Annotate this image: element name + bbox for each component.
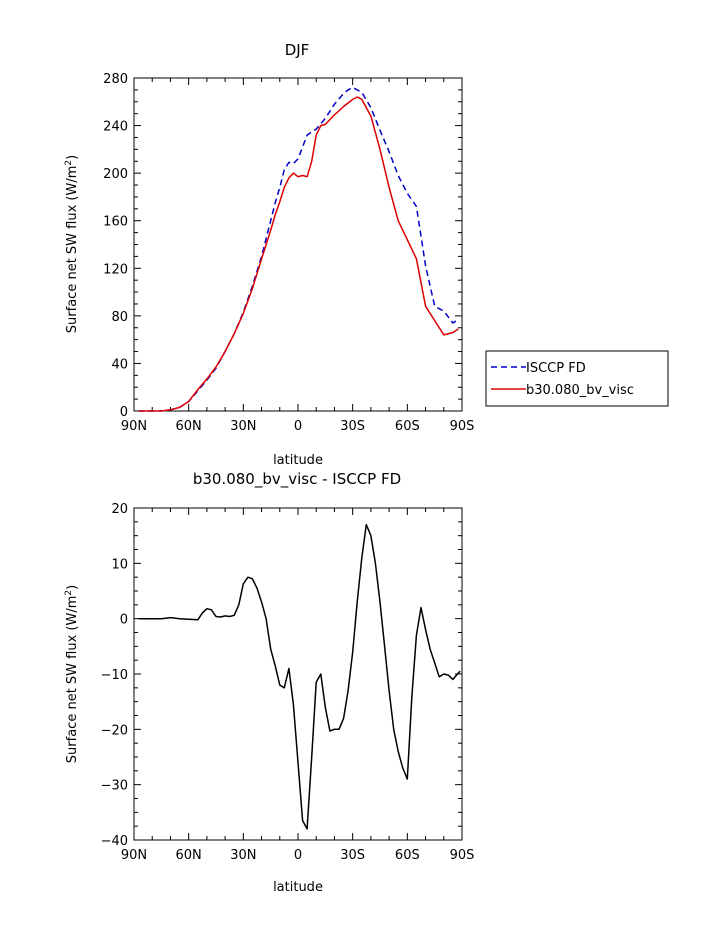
bottom-y-tick-label: −40 (101, 834, 128, 849)
bottom-panel: b30.080_bv_visc - ISCCP FD 90N 60N 30N 0 30S… (64, 470, 474, 895)
bottom-y-axis-label-sup: 2 (64, 590, 74, 596)
bottom-x-tick-label: 30N (230, 848, 256, 863)
top-x-tick-label: 90S (450, 419, 475, 434)
bottom-x-tick-label: 30S (340, 848, 365, 863)
bottom-x-tick-label: 60S (395, 848, 420, 863)
bottom-y-tick-label: −30 (101, 779, 128, 794)
bottom-axes: 90N 60N 30N 0 30S 60S 90S −40 −30 −20 −10 0 10 20 (101, 502, 475, 863)
top-y-tick-label: 0 (120, 405, 128, 420)
legend-box (485, 350, 669, 407)
legend-label-isccp: ISCCP FD (526, 361, 586, 376)
top-series (138, 86, 459, 412)
top-panel: DJF 90N 60N 30N 0 30S 60S 90S 0 40 80 120 160 200 240… (64, 41, 474, 468)
bottom-series (138, 523, 461, 830)
bottom-x-tick-label: 0 (294, 848, 302, 863)
top-chart-title: DJF (285, 41, 310, 59)
top-x-axis-label: latitude (273, 453, 323, 468)
top-axes: 90N 60N 30N 0 30S 60S 90S 0 40 80 120 160 200 240 280 (103, 72, 474, 434)
bottom-y-axis-label-end: ) (65, 585, 80, 590)
top-plot-frame (133, 77, 463, 412)
top-y-tick-label: 80 (111, 310, 128, 325)
top-x-tick-label: 60S (395, 419, 420, 434)
top-y-tick-label: 40 (111, 357, 128, 372)
bottom-y-tick-label: 0 (120, 613, 128, 628)
bottom-y-tick-label: 20 (111, 502, 128, 517)
top-y-axis-label: Surface net SW flux (W/m2) (64, 155, 80, 333)
bottom-x-tick-label: 90S (450, 848, 475, 863)
legend: ISCCP FD b30.080_bv_visc (485, 350, 669, 407)
bottom-x-tick-label: 90N (121, 848, 147, 863)
top-series-line-2 (138, 96, 459, 412)
top-y-tick-label: 200 (103, 167, 128, 182)
top-x-tick-label: 60N (176, 419, 202, 434)
top-x-tick-label: 90N (121, 419, 147, 434)
top-x-tick-label: 30N (230, 419, 256, 434)
bottom-plot-frame (133, 507, 463, 841)
bottom-y-tick-label: −10 (101, 668, 128, 683)
top-y-tick-label: 120 (103, 262, 128, 277)
top-y-tick-label: 240 (103, 120, 128, 135)
bottom-y-axis-label-main: Surface net SW flux (W/m (65, 596, 80, 764)
top-y-axis-label-main: Surface net SW flux (W/m (65, 166, 80, 334)
top-x-tick-label: 30S (340, 419, 365, 434)
top-y-axis-label-end: ) (65, 155, 80, 160)
top-series-line-1 (138, 86, 459, 412)
bottom-x-axis-label: latitude (273, 880, 323, 895)
bottom-chart-title: b30.080_bv_visc - ISCCP FD (193, 470, 401, 489)
legend-label-model: b30.080_bv_visc (526, 383, 634, 398)
bottom-y-tick-label: −20 (101, 723, 128, 738)
top-x-tick-label: 0 (294, 419, 302, 434)
bottom-y-tick-label: 10 (111, 557, 128, 572)
top-y-tick-label: 280 (103, 72, 128, 87)
top-y-tick-label: 160 (103, 215, 128, 230)
bottom-x-tick-label: 60N (176, 848, 202, 863)
top-y-axis-label-sup: 2 (64, 160, 74, 166)
bottom-y-axis-label: Surface net SW flux (W/m2) (64, 585, 80, 763)
bottom-series-line-1 (138, 523, 461, 830)
